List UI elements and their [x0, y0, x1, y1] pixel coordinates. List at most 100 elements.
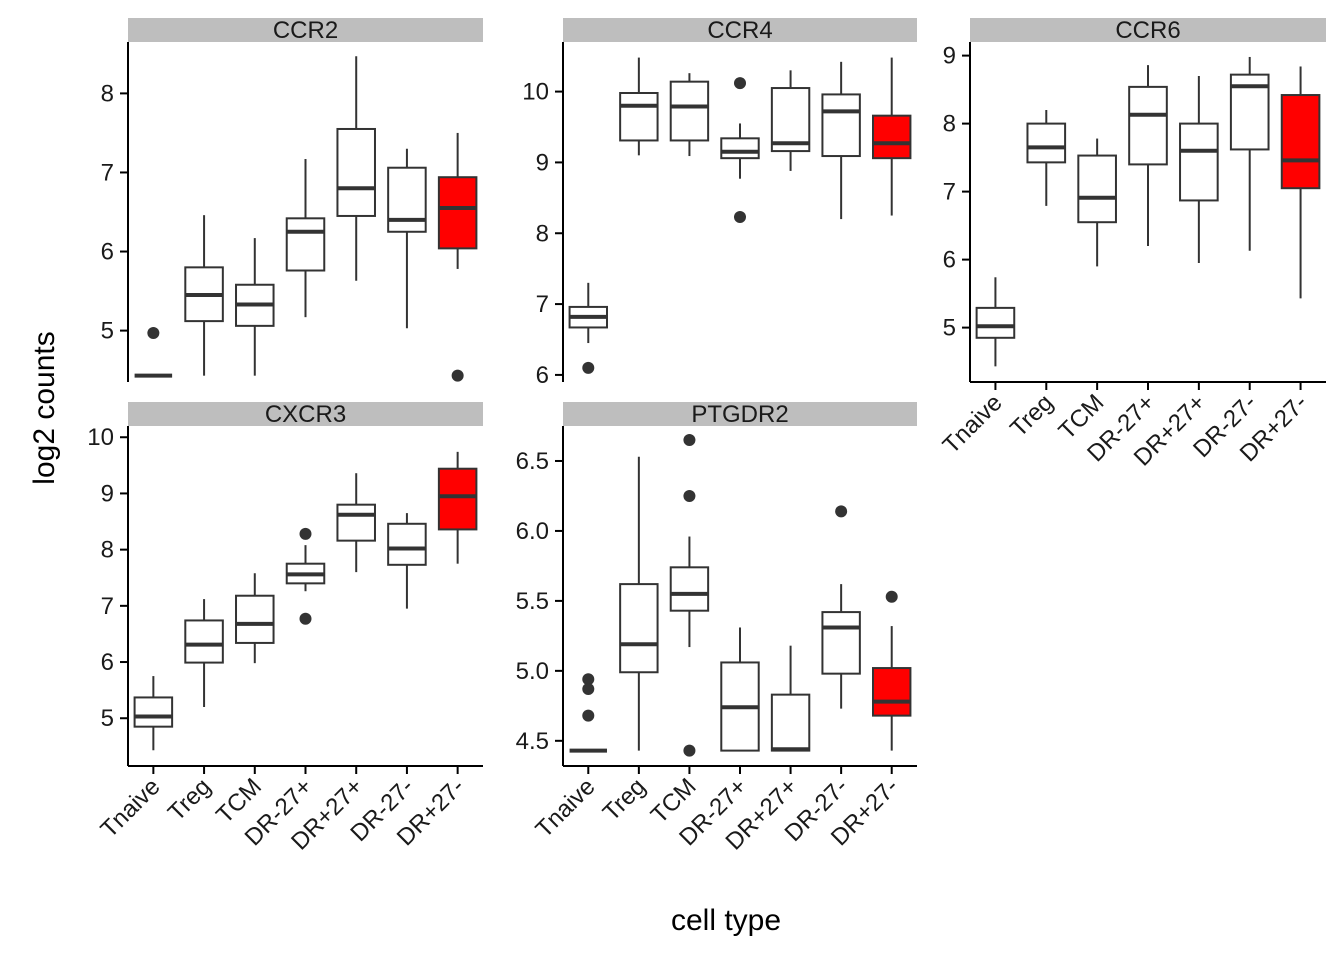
box-ccr6-treg	[1026, 110, 1067, 206]
x-tick-label-cxcr3-treg: Treg	[163, 773, 216, 826]
panel-ccr2: CCR2 5 6 7 8	[101, 17, 483, 382]
x-tick-label-ccr6-treg: Treg	[1005, 389, 1058, 442]
outlier-point	[835, 505, 848, 518]
box-ccr4-treg	[619, 57, 659, 156]
box-body	[285, 217, 326, 272]
x-tick-label-ptgdr2-tnaive: Tnaive	[530, 773, 600, 843]
box-body	[184, 619, 224, 664]
outlier-point	[299, 527, 312, 540]
strip-title-ccr6: CCR6	[1115, 17, 1180, 44]
y-tick-label-ccr6: 9	[943, 43, 956, 70]
box-ccr6-tnaive	[975, 277, 1016, 367]
outlier-point	[683, 744, 696, 757]
box-body	[1026, 122, 1067, 164]
box-ccr4-tcm	[669, 73, 710, 157]
box-body	[387, 522, 427, 566]
y-tick-label-ccr2: 7	[101, 159, 114, 186]
y-tick-label-ptgdr2: 5.5	[516, 588, 549, 615]
y-tick-label-cxcr3: 9	[101, 480, 114, 507]
outlier-point	[582, 683, 595, 696]
box-ccr2-tcm	[235, 238, 275, 376]
box-ptgdr2-tcm	[669, 433, 710, 757]
x-tick-label-cxcr3-tnaive: Tnaive	[96, 773, 166, 843]
outlier-point	[734, 77, 746, 90]
box-ccr6-tcm	[1077, 138, 1117, 267]
y-tick-label-cxcr3: 5	[101, 705, 114, 732]
box-ccr6-drpos27neg	[1280, 66, 1321, 299]
box-ptgdr2-drpos27pos	[770, 645, 811, 752]
y-tick-label-ptgdr2: 6.0	[516, 518, 549, 545]
box-body	[1179, 122, 1219, 202]
outlier-point	[683, 489, 696, 502]
y-tick-label-ccr6: 8	[943, 111, 956, 138]
panel-cxcr3: CXCR35678910TnaiveTregTCMDR-27+DR+27+DR-…	[87, 401, 483, 855]
box-body	[770, 87, 811, 153]
box-ccr4-drneg27pos	[720, 77, 760, 223]
box-ccr2-treg	[184, 215, 224, 376]
outlier-point	[147, 326, 160, 339]
y-tick-label-ccr6: 5	[943, 315, 956, 342]
box-ccr4-drpos27pos	[770, 70, 811, 171]
box-body	[336, 503, 376, 542]
facet-panels: CCR25678CCR4678910CCR656789TnaiveTregTCM…	[87, 17, 1326, 855]
outlier-point	[683, 433, 696, 446]
y-tick-label-ccr2: 5	[101, 318, 114, 345]
y-tick-label-cxcr3: 10	[87, 424, 114, 451]
y-tick-label-ccr4: 6	[536, 362, 549, 389]
box-body	[619, 92, 659, 142]
y-tick-label-ccr4: 10	[522, 79, 549, 106]
box-body	[437, 176, 478, 250]
box-body	[669, 566, 710, 612]
box-cxcr3-tnaive	[133, 676, 174, 751]
box-body	[1128, 85, 1168, 166]
box-body	[1280, 94, 1321, 190]
box-body	[821, 93, 861, 158]
box-ptgdr2-treg	[619, 456, 659, 751]
box-body	[770, 693, 811, 752]
panel-ccr6: CCR656789TnaiveTregTCMDR-27+DR+27+DR-27-…	[938, 17, 1326, 471]
box-body	[336, 127, 376, 217]
box-cxcr3-drneg27pos	[285, 527, 326, 625]
outlier-point	[451, 369, 464, 382]
strip-ptgdr2	[563, 402, 917, 426]
box-body	[387, 166, 427, 233]
box-ccr2-drpos27pos	[336, 56, 376, 281]
box-cxcr3-drpos27neg	[437, 451, 478, 564]
y-tick-label-ccr6: 7	[943, 179, 956, 206]
box-ccr4-tnaive	[568, 282, 608, 374]
box-ptgdr2-drpos27neg	[872, 590, 912, 751]
x-tick-label-ptgdr2-treg: Treg	[598, 773, 651, 826]
box-ccr2-drneg27pos	[285, 159, 326, 318]
box-ccr6-drneg27neg	[1229, 56, 1270, 251]
box-body	[872, 114, 912, 160]
box-body	[669, 80, 710, 142]
box-cxcr3-drneg27neg	[387, 513, 427, 609]
box-body	[133, 696, 174, 728]
box-cxcr3-drpos27pos	[336, 473, 376, 573]
box-cxcr3-tcm	[235, 573, 275, 664]
strip-title-ptgdr2: PTGDR2	[691, 401, 788, 428]
box-ccr4-drneg27neg	[821, 61, 861, 220]
y-tick-label-ptgdr2: 5.0	[516, 658, 549, 685]
box-body	[619, 583, 659, 674]
box-ptgdr2-drneg27neg	[821, 505, 861, 709]
y-tick-label-ptgdr2: 6.5	[516, 448, 549, 475]
strip-ccr2	[128, 18, 483, 42]
y-tick-label-ccr2: 8	[101, 80, 114, 107]
y-tick-label-cxcr3: 8	[101, 537, 114, 564]
box-cxcr3-treg	[184, 599, 224, 707]
box-ccr6-drpos27pos	[1179, 76, 1219, 263]
box-body	[872, 667, 912, 717]
outlier-point	[582, 361, 595, 374]
outlier-point	[299, 612, 312, 625]
strip-title-cxcr3: CXCR3	[265, 401, 346, 428]
strip-ccr6	[970, 18, 1326, 42]
box-body	[720, 137, 760, 160]
y-tick-label-cxcr3: 7	[101, 593, 114, 620]
box-body	[1077, 154, 1117, 224]
box-ccr6-drneg27pos	[1128, 65, 1168, 246]
y-tick-label-ccr4: 9	[536, 149, 549, 176]
panel-ccr4: CCR4 6 7 8 9 10	[522, 17, 917, 389]
y-tick-label-ccr4: 8	[536, 220, 549, 247]
